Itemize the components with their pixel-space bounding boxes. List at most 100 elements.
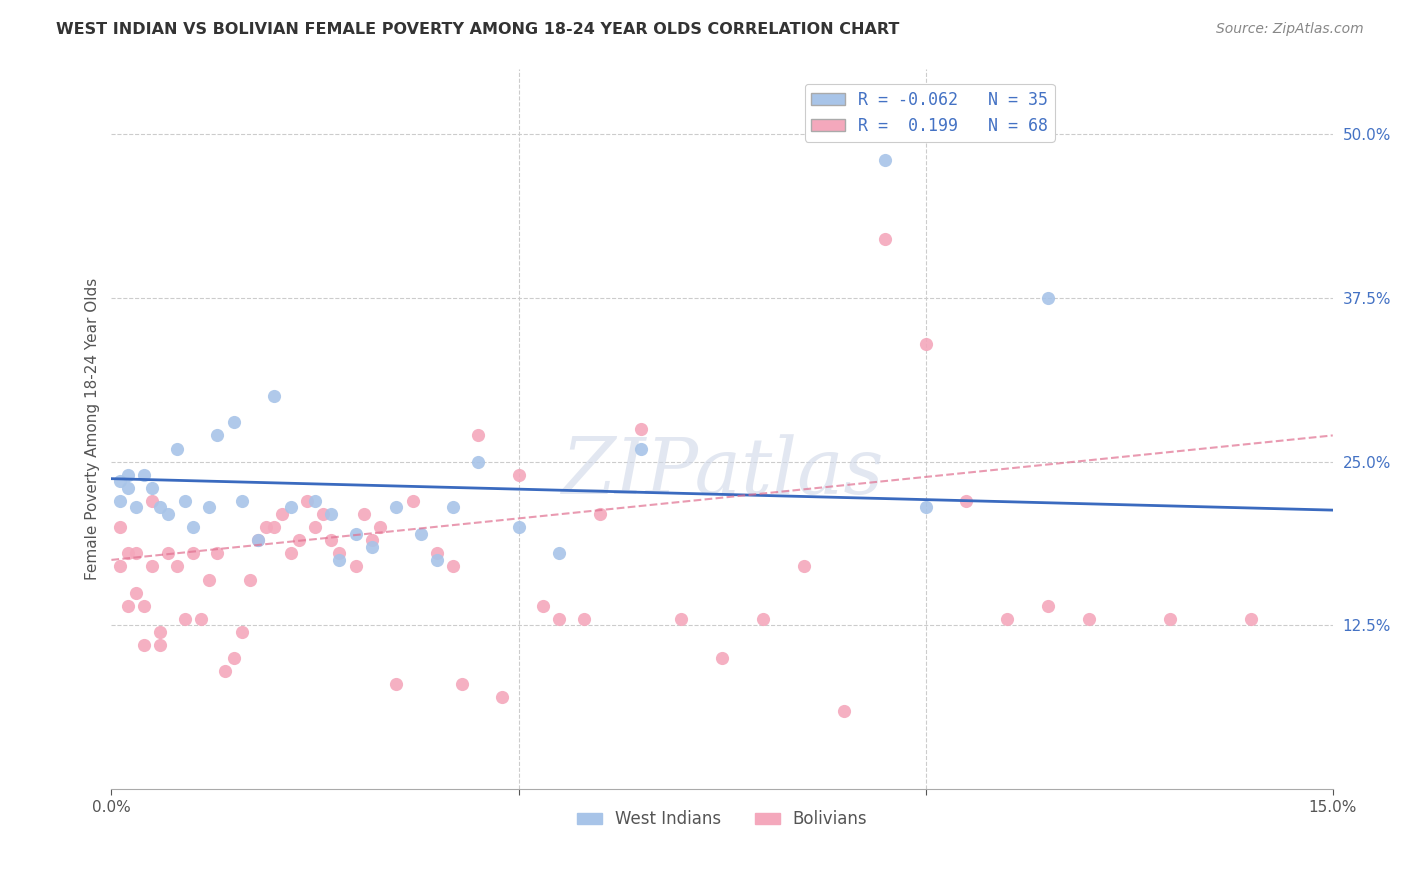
Point xyxy=(149,500,172,515)
Point xyxy=(108,475,131,489)
Point xyxy=(353,507,375,521)
Point xyxy=(385,677,408,691)
Point xyxy=(548,546,571,560)
Point xyxy=(589,507,612,521)
Point xyxy=(254,520,277,534)
Point xyxy=(508,467,530,482)
Point xyxy=(141,481,163,495)
Point xyxy=(361,533,384,548)
Point xyxy=(157,546,180,560)
Point xyxy=(117,481,139,495)
Point xyxy=(141,494,163,508)
Point xyxy=(173,494,195,508)
Point xyxy=(166,559,188,574)
Point xyxy=(287,533,309,548)
Text: Source: ZipAtlas.com: Source: ZipAtlas.com xyxy=(1216,22,1364,37)
Point xyxy=(207,428,229,442)
Point xyxy=(361,540,384,554)
Point xyxy=(450,677,472,691)
Point xyxy=(263,389,285,403)
Point xyxy=(441,559,464,574)
Point xyxy=(117,599,139,613)
Point xyxy=(531,599,554,613)
Point xyxy=(368,520,391,534)
Point xyxy=(125,500,148,515)
Point xyxy=(873,153,896,168)
Point xyxy=(572,612,595,626)
Point xyxy=(117,467,139,482)
Point xyxy=(181,520,204,534)
Point xyxy=(344,559,367,574)
Point xyxy=(117,546,139,560)
Point xyxy=(955,494,977,508)
Point xyxy=(385,500,408,515)
Point xyxy=(181,546,204,560)
Point xyxy=(166,442,188,456)
Point xyxy=(280,500,302,515)
Point xyxy=(671,612,693,626)
Point xyxy=(214,665,236,679)
Point xyxy=(149,638,172,652)
Point xyxy=(426,553,449,567)
Point xyxy=(132,638,155,652)
Point xyxy=(246,533,269,548)
Point xyxy=(344,526,367,541)
Point xyxy=(157,507,180,521)
Point xyxy=(125,546,148,560)
Point xyxy=(312,507,335,521)
Point xyxy=(1077,612,1099,626)
Point xyxy=(328,553,350,567)
Point xyxy=(198,500,221,515)
Point xyxy=(263,520,285,534)
Point xyxy=(132,467,155,482)
Point xyxy=(239,573,262,587)
Point xyxy=(108,559,131,574)
Point xyxy=(108,520,131,534)
Point xyxy=(752,612,775,626)
Point xyxy=(173,612,195,626)
Point xyxy=(792,559,814,574)
Point xyxy=(548,612,571,626)
Point xyxy=(873,232,896,246)
Point xyxy=(198,573,221,587)
Point xyxy=(304,520,326,534)
Point xyxy=(441,500,464,515)
Point xyxy=(321,507,343,521)
Point xyxy=(132,599,155,613)
Point xyxy=(409,526,432,541)
Point xyxy=(630,442,652,456)
Point xyxy=(125,585,148,599)
Point xyxy=(321,533,343,548)
Point xyxy=(304,494,326,508)
Point xyxy=(1036,599,1059,613)
Point xyxy=(995,612,1018,626)
Point xyxy=(190,612,212,626)
Point xyxy=(630,422,652,436)
Point xyxy=(914,336,936,351)
Text: WEST INDIAN VS BOLIVIAN FEMALE POVERTY AMONG 18-24 YEAR OLDS CORRELATION CHART: WEST INDIAN VS BOLIVIAN FEMALE POVERTY A… xyxy=(56,22,900,37)
Point xyxy=(280,546,302,560)
Text: ZIPatlas: ZIPatlas xyxy=(561,434,883,510)
Point xyxy=(467,428,489,442)
Point xyxy=(222,651,245,665)
Point xyxy=(328,546,350,560)
Point xyxy=(491,690,513,705)
Point xyxy=(246,533,269,548)
Point xyxy=(271,507,294,521)
Point xyxy=(141,559,163,574)
Point xyxy=(1240,612,1263,626)
Point xyxy=(222,415,245,429)
Point xyxy=(467,455,489,469)
Point xyxy=(207,546,229,560)
Y-axis label: Female Poverty Among 18-24 Year Olds: Female Poverty Among 18-24 Year Olds xyxy=(86,277,100,580)
Point xyxy=(832,704,855,718)
Point xyxy=(108,494,131,508)
Point xyxy=(426,546,449,560)
Point xyxy=(914,500,936,515)
Point xyxy=(149,624,172,639)
Point xyxy=(231,494,253,508)
Legend: West Indians, Bolivians: West Indians, Bolivians xyxy=(569,804,875,835)
Point xyxy=(295,494,318,508)
Point xyxy=(1036,291,1059,305)
Point xyxy=(402,494,425,508)
